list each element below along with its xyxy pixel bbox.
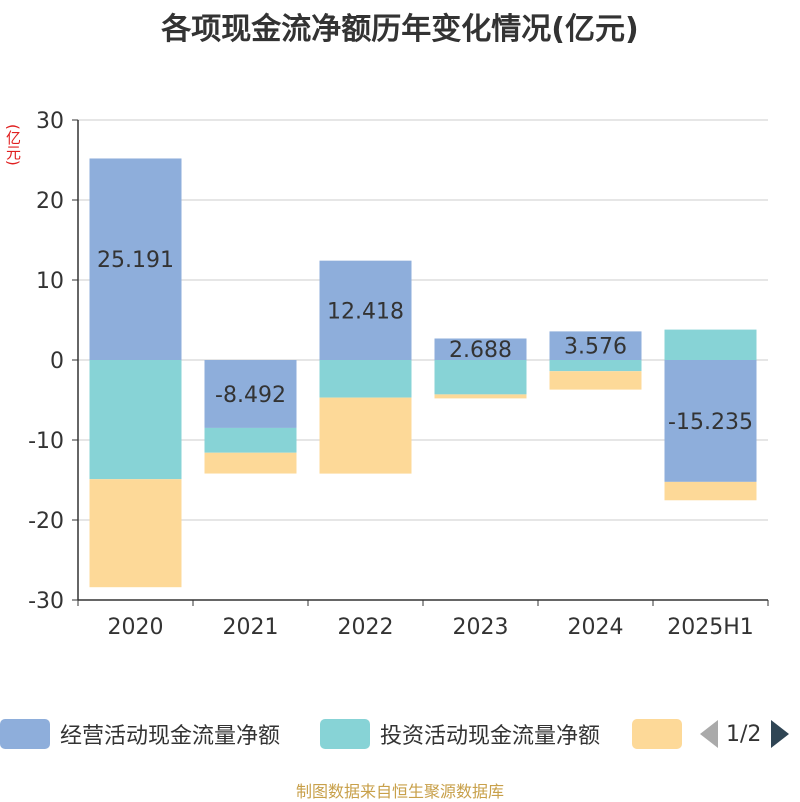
bar-2023-series-1 [434,360,527,395]
legend-swatch-financing [632,719,682,749]
y-tick-label: 10 [36,269,64,294]
data-label: 3.576 [564,335,627,360]
legend-next-arrow-icon[interactable] [771,720,790,748]
x-tick-label: 2023 [453,615,509,640]
legend-label-operating: 经营活动现金流量净额 [60,724,281,749]
legend-page-indicator: 1/2 [726,721,762,747]
bar-2020-series-1 [89,360,182,480]
legend-swatch-operating [0,719,50,749]
bar-2022-series-0 [319,260,412,360]
data-label: 2.688 [449,338,512,363]
x-tick-label: 2021 [223,615,279,640]
legend-label-investing: 投资活动现金流量净额 [380,724,601,749]
bar-2021-series-1 [204,427,297,453]
y-tick-label: -30 [28,589,64,614]
data-label: 12.418 [327,299,404,324]
bar-2023-series-2 [434,394,527,399]
data-labels-group: 25.191 -8.492 12.418 2.688 3.576 -15.235 [97,248,753,435]
legend-item-financing[interactable] [632,716,692,752]
y-tick-label: 30 [36,109,64,134]
y-axis-unit: (亿元) [4,124,22,166]
data-label: -8.492 [215,383,286,408]
bar-2025H1-series-0 [664,360,757,482]
x-tick-label: 2024 [568,615,624,640]
legend-swatch-investing [320,719,370,749]
bars-group [89,158,757,588]
bar-2020-series-0 [89,158,182,360]
y-tick-label: 20 [36,189,64,214]
legend-item-operating[interactable]: 经营活动现金流量净额 [0,716,280,752]
legend-pager: 1/2 [700,716,790,752]
bar-2020-series-2 [89,479,182,588]
legend: 经营活动现金流量净额 投资活动现金流量净额 1/2 [0,716,800,756]
bar-2024-series-1 [549,360,642,372]
data-label: -15.235 [668,410,753,435]
legend-item-investing[interactable]: 投资活动现金流量净额 [320,716,600,752]
x-tick-label: 2025H1 [667,615,754,640]
source-note: 制图数据来自恒生聚源数据库 [295,782,504,801]
y-tick-label: -20 [28,509,64,534]
y-tick-label: 0 [50,349,64,374]
bar-2021-series-2 [204,452,297,474]
data-label: 25.191 [97,248,174,273]
bar-2022-series-2 [319,397,412,474]
bar-2024-series-2 [549,371,642,390]
chart-title: 各项现金流净额历年变化情况(亿元) [161,12,639,47]
bar-2025H1-series-1 [664,329,757,360]
bar-2025H1-series-2 [664,481,757,501]
bar-2023-series-0 [434,338,527,360]
legend-prev-arrow-icon[interactable] [700,720,718,748]
bar-2024-series-0 [549,331,642,360]
axes-group: 30 20 10 0 -10 -20 -30 2020 2021 2022 2023 2024 2025… [28,109,769,640]
bar-2022-series-1 [319,360,412,398]
x-tick-label: 2020 [108,615,164,640]
x-tick-label: 2022 [338,615,394,640]
y-tick-label: -10 [28,429,64,454]
bar-2021-series-0 [204,360,297,428]
